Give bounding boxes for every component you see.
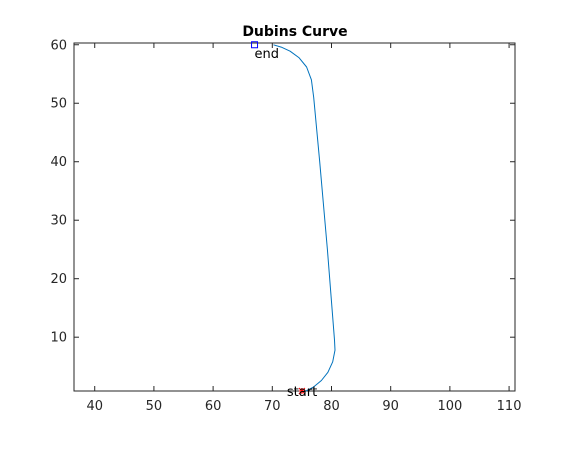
x-tick-label: 90 bbox=[382, 399, 399, 414]
x-tick-label: 60 bbox=[205, 399, 222, 414]
y-tick-label: 10 bbox=[50, 331, 67, 346]
x-tick-label: 40 bbox=[86, 399, 103, 414]
plot-area-frame bbox=[73, 42, 516, 392]
x-tick-label: 110 bbox=[497, 399, 522, 414]
start-marker bbox=[298, 387, 306, 395]
axis-ticks bbox=[74, 43, 515, 391]
y-tick-label: 30 bbox=[50, 214, 67, 229]
x-tick-label: 70 bbox=[264, 399, 281, 414]
y-tick-label: 60 bbox=[50, 38, 67, 53]
y-tick-label: 40 bbox=[50, 155, 67, 170]
x-tick-label: 100 bbox=[437, 399, 462, 414]
y-tick-label: 50 bbox=[50, 97, 67, 112]
y-axis-tick-labels: 10 20 30 40 50 60 bbox=[50, 38, 67, 345]
y-tick-label: 20 bbox=[50, 272, 67, 287]
start-label: start bbox=[287, 385, 317, 400]
end-label: end bbox=[255, 47, 280, 62]
series-line-0 bbox=[273, 44, 336, 392]
chart-title: Dubins Curve bbox=[242, 24, 347, 40]
x-tick-label: 80 bbox=[323, 399, 340, 414]
markers-layer: start end bbox=[251, 41, 317, 400]
x-tick-label: 50 bbox=[146, 399, 163, 414]
x-axis-tick-labels: 40 50 60 70 80 90 100 110 bbox=[86, 399, 521, 414]
series-layer bbox=[273, 44, 336, 392]
end-marker bbox=[251, 41, 259, 49]
